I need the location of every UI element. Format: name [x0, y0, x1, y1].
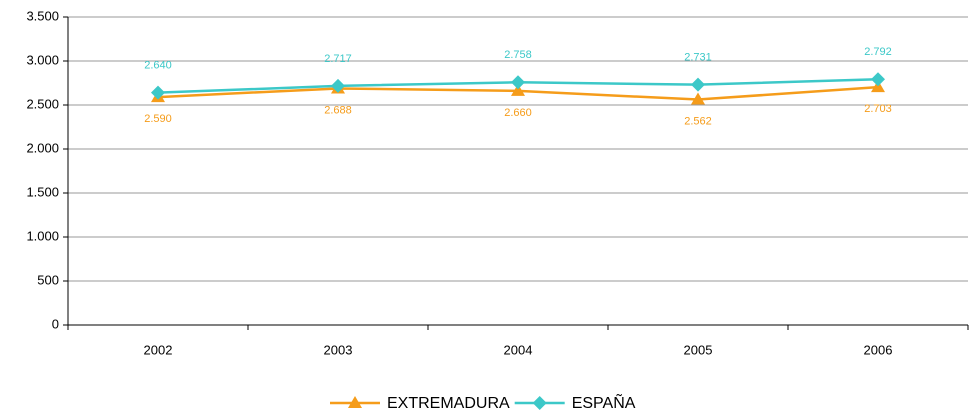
- legend-label: ESPAÑA: [572, 392, 636, 412]
- value-label: 2.703: [864, 103, 892, 115]
- y-tick-label: 3.000: [26, 52, 59, 67]
- x-tick-label: 2004: [504, 342, 533, 357]
- value-label: 2.660: [504, 107, 532, 119]
- diamond-marker: [691, 77, 705, 92]
- y-tick-label: 1.000: [26, 228, 59, 243]
- value-label: 2.562: [684, 115, 712, 127]
- y-tick-label: 1.500: [26, 184, 59, 199]
- value-label: 2.640: [144, 60, 172, 72]
- y-tick-label: 500: [37, 272, 59, 287]
- diamond-marker: [331, 78, 345, 93]
- value-label: 2.731: [684, 52, 712, 64]
- y-tick-label: 3.500: [26, 8, 59, 23]
- legend-label: EXTREMADURA: [387, 395, 510, 412]
- triangle-marker: [348, 396, 362, 408]
- value-label: 2.688: [324, 104, 352, 116]
- y-tick-label: 2.500: [26, 96, 59, 111]
- diamond-marker: [871, 72, 885, 87]
- diamond-marker: [151, 85, 165, 100]
- y-tick-label: 0: [52, 316, 59, 331]
- y-tick-label: 2.000: [26, 140, 59, 155]
- diamond-marker: [511, 75, 525, 90]
- value-label: 2.792: [864, 46, 892, 58]
- value-label: 2.758: [504, 49, 532, 61]
- x-tick-label: 2005: [684, 342, 713, 357]
- value-label: 2.717: [324, 53, 352, 65]
- diamond-marker: [532, 396, 547, 410]
- x-tick-label: 2003: [324, 342, 353, 357]
- triangle-marker: [691, 92, 705, 105]
- x-tick-label: 2006: [864, 342, 893, 357]
- x-tick-label: 2002: [144, 342, 173, 357]
- triangle-marker: [511, 83, 525, 96]
- value-label: 2.590: [144, 113, 172, 125]
